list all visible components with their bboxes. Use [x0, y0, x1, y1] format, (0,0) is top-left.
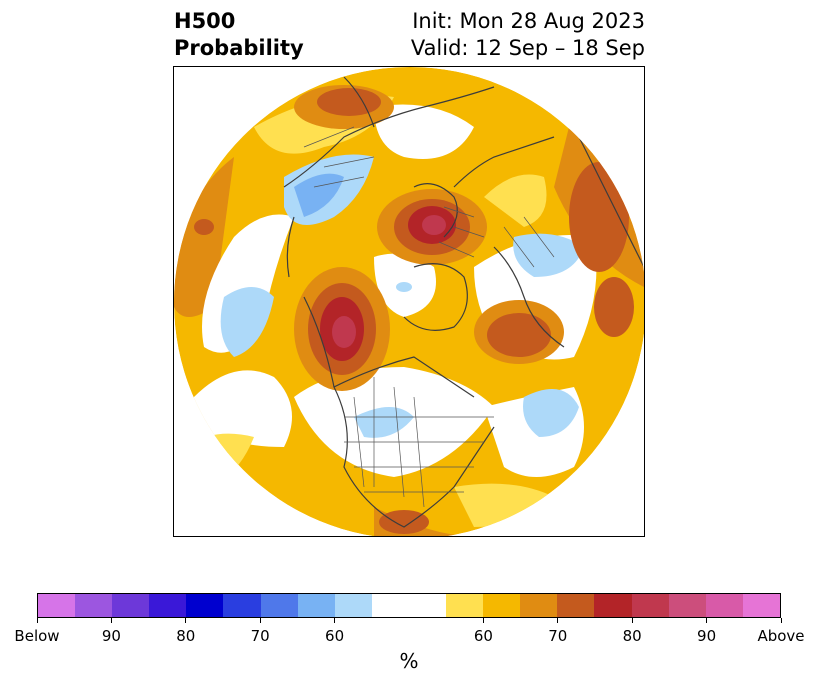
- colorbar-tick: [36, 618, 38, 623]
- probability-field: [174, 67, 644, 536]
- colorbar-tick-label: 90: [101, 627, 121, 645]
- colorbar-tick: [334, 618, 336, 623]
- title-line-2: Probability: [174, 36, 304, 60]
- colorbar-segment: [371, 594, 447, 617]
- colorbar-tick: [631, 618, 633, 623]
- colorbar-segment: [334, 594, 372, 617]
- coastlines: [283, 76, 644, 528]
- borders: [303, 126, 555, 508]
- colorbar-tick-label: 60: [325, 627, 345, 645]
- colorbar-segment: [483, 594, 521, 617]
- colorbar-tick: [780, 618, 782, 623]
- colorbar-tick-label: 60: [473, 627, 493, 645]
- colorbar-segment: [631, 594, 669, 617]
- colorbar-tick: [110, 618, 112, 623]
- colorbar-segment: [705, 594, 743, 617]
- colorbar-tick-label: 90: [697, 627, 717, 645]
- colorbar-tick: [259, 618, 261, 623]
- colorbar-segment: [260, 594, 298, 617]
- colorbar-segment: [742, 594, 780, 617]
- colorbar-unit-label: %: [399, 649, 419, 673]
- colorbar-segment: [149, 594, 187, 617]
- colorbar-segment: [112, 594, 150, 617]
- colorbar-tick-label: Above: [757, 627, 805, 645]
- colorbar-segment: [223, 594, 261, 617]
- map-svg: [174, 67, 644, 536]
- colorbar-segment: [38, 594, 76, 617]
- colorbar-segment: [594, 594, 632, 617]
- colorbar-segment: [186, 594, 224, 617]
- colorbar-tick-label: 70: [548, 627, 568, 645]
- colorbar: [37, 593, 781, 618]
- colorbar-tick: [185, 618, 187, 623]
- colorbar-tick-label: Below: [14, 627, 60, 645]
- colorbar-segment: [668, 594, 706, 617]
- colorbar-tick: [482, 618, 484, 623]
- valid-date: Valid: 12 Sep – 18 Sep: [410, 36, 645, 60]
- colorbar-segment: [297, 594, 335, 617]
- colorbar-tick-label: 80: [176, 627, 196, 645]
- colorbar-tick: [557, 618, 559, 623]
- title-line-1: H500: [174, 9, 236, 33]
- colorbar-tick-label: 80: [622, 627, 642, 645]
- forecast-dates: Init: Mon 28 Aug 2023 Valid: 12 Sep – 18…: [411, 8, 645, 62]
- polar-map: [173, 66, 645, 537]
- colorbar-segment: [446, 594, 484, 617]
- init-date: Init: Mon 28 Aug 2023: [412, 9, 645, 33]
- colorbar-tick: [706, 618, 708, 623]
- colorbar-tick-label: 70: [250, 627, 270, 645]
- colorbar-segment: [557, 594, 595, 617]
- chart-title: H500 Probability: [174, 8, 304, 62]
- colorbar-segment: [75, 594, 113, 617]
- colorbar-segment: [520, 594, 558, 617]
